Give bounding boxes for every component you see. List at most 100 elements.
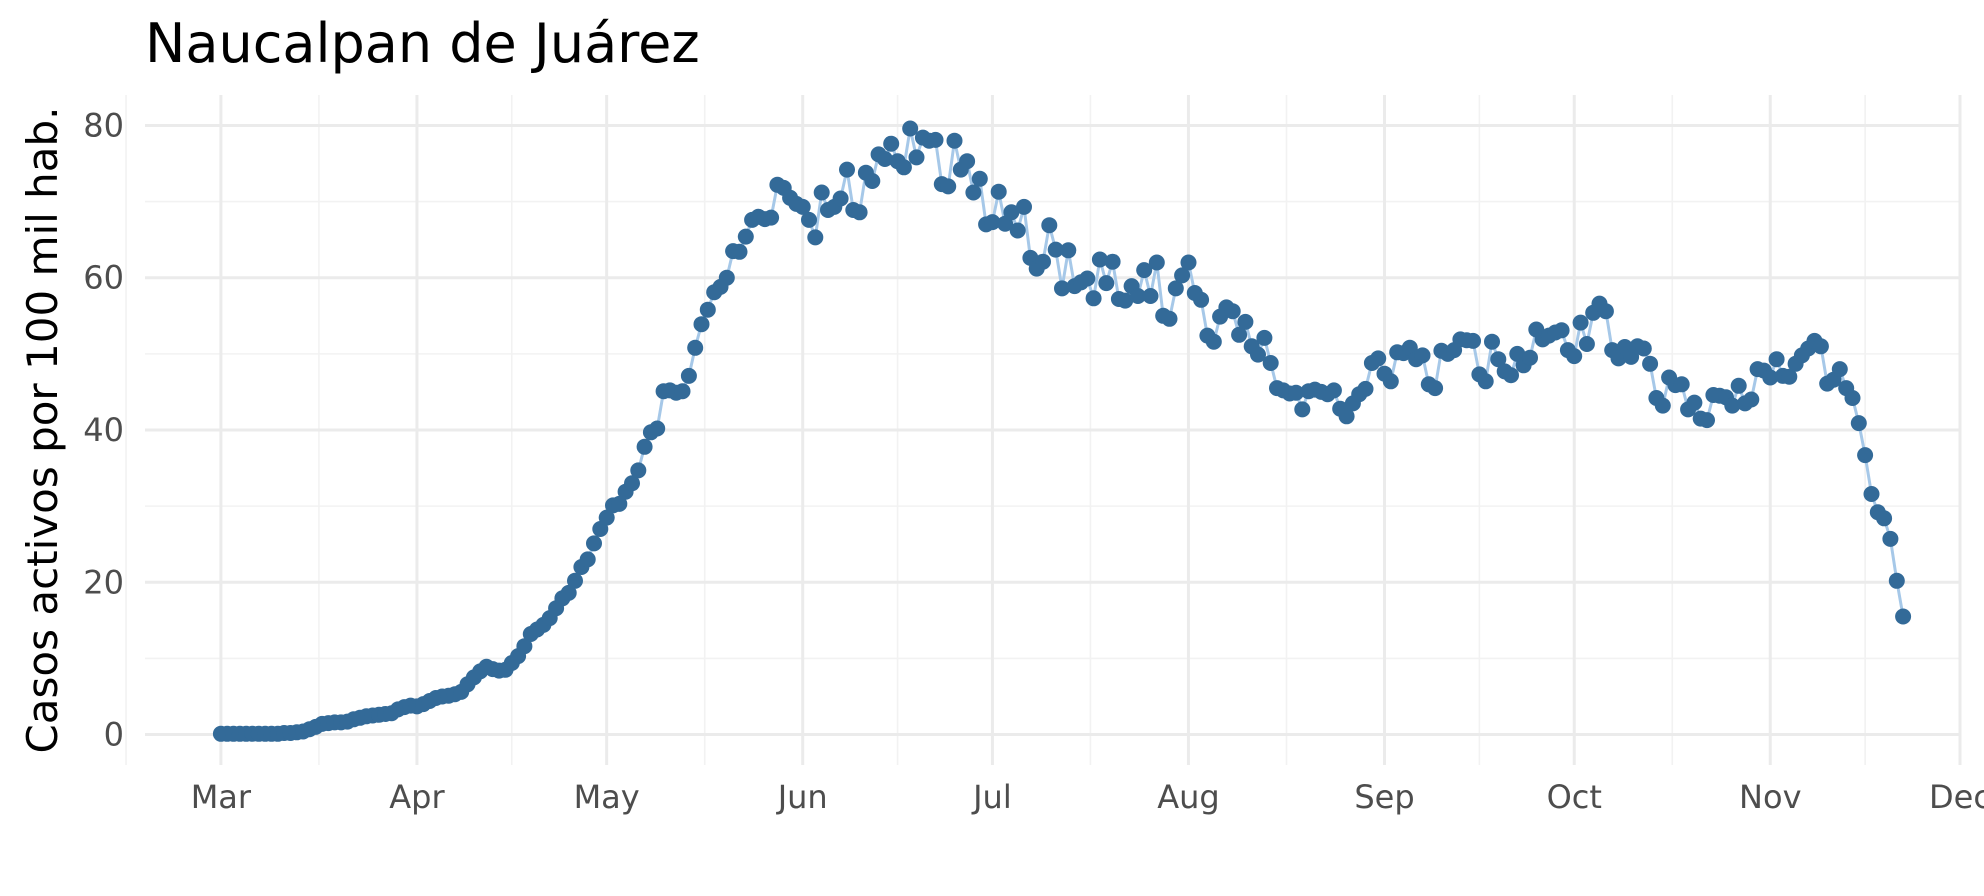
data-point <box>674 383 691 400</box>
data-point <box>794 198 811 215</box>
x-tick-label: Dec <box>1929 778 1984 816</box>
data-point <box>832 190 849 207</box>
y-tick-label: 40 <box>83 411 124 449</box>
data-point <box>1098 275 1115 292</box>
data-point <box>1427 380 1444 397</box>
data-point <box>1129 288 1146 304</box>
data-point <box>1895 608 1912 625</box>
data-point <box>687 339 704 356</box>
data-point <box>1781 368 1798 385</box>
data-point <box>1035 253 1051 270</box>
data-point <box>927 131 944 148</box>
data-point <box>1882 530 1899 547</box>
x-tick-label: May <box>574 778 640 816</box>
data-point <box>1635 340 1652 357</box>
data-point <box>718 269 735 286</box>
data-point <box>1224 303 1241 320</box>
data-point <box>1237 313 1254 330</box>
series-points <box>212 120 1912 742</box>
data-point <box>1857 447 1874 464</box>
x-tick-label: Jun <box>776 778 828 816</box>
data-point <box>813 184 830 201</box>
data-point <box>1079 270 1096 287</box>
data-point <box>1743 391 1760 408</box>
data-point <box>807 229 824 246</box>
y-tick-label: 60 <box>83 259 124 297</box>
data-point <box>1041 217 1058 234</box>
data-point <box>1863 486 1880 502</box>
data-point <box>611 495 628 512</box>
data-point <box>839 161 855 178</box>
data-point <box>1490 351 1507 368</box>
data-point <box>1484 333 1500 350</box>
data-point <box>1262 355 1279 371</box>
data-point <box>1382 373 1399 390</box>
data-point <box>731 243 748 260</box>
data-point <box>579 551 596 568</box>
data-point <box>560 584 577 601</box>
data-point <box>1054 280 1070 297</box>
x-tick-label: Oct <box>1547 778 1602 816</box>
data-point <box>990 183 1007 200</box>
y-tick-label: 0 <box>104 716 124 754</box>
data-point <box>1699 412 1715 429</box>
data-point <box>864 173 881 189</box>
data-point <box>1180 254 1197 271</box>
data-point <box>1256 329 1273 346</box>
data-point <box>801 211 817 228</box>
data-point <box>902 120 919 137</box>
data-point <box>737 228 754 245</box>
x-tick-label: Nov <box>1739 778 1801 816</box>
data-point <box>699 301 716 318</box>
y-tick-label: 80 <box>83 106 124 144</box>
data-point <box>1174 267 1191 284</box>
data-point <box>1572 314 1589 331</box>
data-point <box>1642 355 1659 372</box>
x-tick-label: Mar <box>191 778 252 816</box>
data-point <box>1414 347 1431 364</box>
chart-title: Naucalpan de Juárez <box>145 12 700 75</box>
x-tick-label: Sep <box>1354 778 1414 816</box>
data-point <box>1768 351 1785 368</box>
data-point <box>516 638 533 655</box>
data-point <box>1205 333 1222 350</box>
data-point <box>1193 291 1210 308</box>
data-point <box>1686 394 1703 411</box>
data-point <box>1876 510 1893 527</box>
data-point <box>1477 373 1494 390</box>
data-point <box>1104 253 1121 270</box>
data-point <box>649 420 666 437</box>
data-point <box>598 509 615 526</box>
data-point <box>1578 336 1595 352</box>
y-tick-label: 20 <box>83 563 124 601</box>
data-point <box>1850 415 1867 432</box>
data-point <box>630 462 647 479</box>
data-point <box>1294 401 1311 418</box>
data-point <box>1812 338 1829 355</box>
data-point <box>1047 241 1064 258</box>
data-point <box>693 316 710 333</box>
data-point <box>883 135 900 152</box>
data-point <box>1673 376 1690 393</box>
data-point <box>1503 367 1519 384</box>
data-point <box>1016 198 1032 215</box>
data-point <box>1117 292 1134 309</box>
data-point <box>763 209 780 226</box>
x-tick-label: Jul <box>971 778 1012 816</box>
data-point <box>1338 408 1355 425</box>
data-point <box>1231 326 1248 343</box>
x-tick-label: Aug <box>1157 778 1219 816</box>
data-point <box>971 170 988 187</box>
data-point <box>1009 222 1026 239</box>
data-point <box>1161 310 1178 327</box>
data-point <box>1831 361 1848 378</box>
data-point <box>895 159 912 176</box>
data-point <box>1136 262 1153 279</box>
data-point <box>1654 397 1671 414</box>
grid-major <box>145 95 1962 765</box>
data-point <box>1142 288 1159 304</box>
data-point <box>1724 397 1741 414</box>
data-point <box>940 178 957 195</box>
data-point <box>1003 204 1020 221</box>
